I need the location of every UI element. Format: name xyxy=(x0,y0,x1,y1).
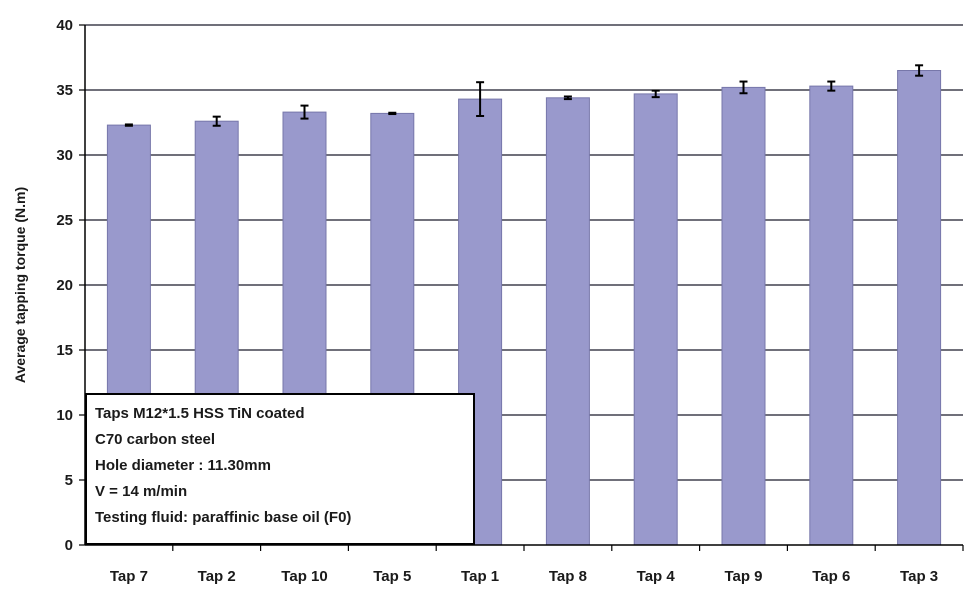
bar xyxy=(809,85,854,546)
y-tick-label: 30 xyxy=(56,147,73,164)
annotation-line: Testing fluid: paraffinic base oil (F0) xyxy=(95,509,352,526)
x-tick-label: Tap 2 xyxy=(198,568,236,585)
x-tick-labels: Tap 7 Tap 2 Tap 10 Tap 5 Tap 1 Tap 8 Tap 4 Tap … xyxy=(110,568,938,585)
y-tick-label: 10 xyxy=(56,407,73,424)
x-tick-label: Tap 3 xyxy=(900,568,938,585)
annotation-line: Hole diameter : 11.30mm xyxy=(95,457,271,474)
y-tick-label: 25 xyxy=(56,212,73,229)
annotation-box: Taps M12*1.5 HSS TiN coated C70 carbon s… xyxy=(85,393,475,545)
y-tick-label: 35 xyxy=(56,82,73,99)
error-bars xyxy=(124,64,924,127)
y-tick-label: 15 xyxy=(56,342,73,359)
y-tick-label: 20 xyxy=(56,277,73,294)
y-tick-label: 0 xyxy=(65,537,73,554)
x-tick-label: Tap 1 xyxy=(461,568,499,585)
annotation-line: Taps M12*1.5 HSS TiN coated xyxy=(95,405,305,422)
bar xyxy=(721,86,766,546)
x-tick-label: Tap 9 xyxy=(724,568,762,585)
x-tick-label: Tap 7 xyxy=(110,568,148,585)
bar xyxy=(897,70,942,546)
annotation-line: V = 14 m/min xyxy=(95,483,188,500)
y-axis-title: Average tapping torque (N.m) xyxy=(12,187,28,383)
y-tick-label: 5 xyxy=(65,472,73,489)
x-tick-label: Tap 4 xyxy=(637,568,676,585)
bar xyxy=(545,97,590,546)
x-tick-label: Tap 6 xyxy=(812,568,850,585)
y-tick-labels: 0 5 10 15 20 25 30 35 40 xyxy=(56,17,73,554)
x-tick-label: Tap 5 xyxy=(373,568,411,585)
x-tick-label: Tap 10 xyxy=(281,568,327,585)
annotation-line: C70 carbon steel xyxy=(95,431,216,448)
bar xyxy=(633,93,678,546)
y-tick-label: 40 xyxy=(56,17,73,34)
x-tick-label: Tap 8 xyxy=(549,568,587,585)
